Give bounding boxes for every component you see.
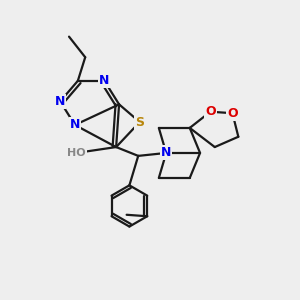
Text: HO: HO: [67, 148, 86, 158]
Text: O: O: [205, 105, 216, 118]
Text: N: N: [99, 74, 110, 87]
Text: N: N: [70, 118, 80, 131]
Text: O: O: [227, 107, 238, 120]
Text: N: N: [55, 95, 65, 108]
Text: N: N: [161, 146, 171, 159]
Text: S: S: [135, 116, 144, 128]
